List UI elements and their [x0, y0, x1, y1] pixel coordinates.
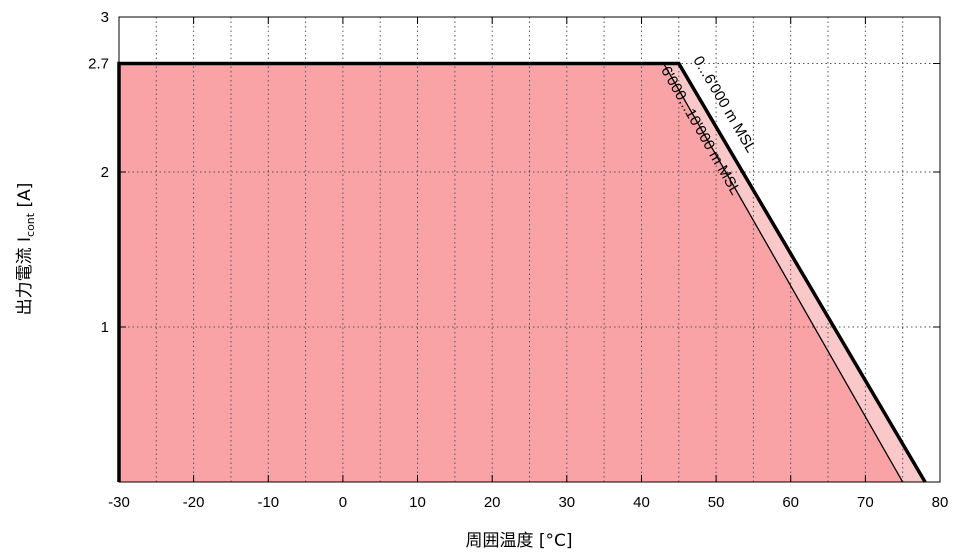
x-tick-label: -10 — [257, 494, 279, 511]
y-tick-label: 2.7 — [88, 56, 109, 73]
area-fills — [119, 63, 926, 482]
y-tick-label: 1 — [101, 319, 109, 336]
x-tick-label: -20 — [183, 494, 205, 511]
y-axis-title-unit: [A] — [15, 183, 35, 213]
x-axis-title: 周囲温度 [°C] — [465, 531, 572, 551]
x-tick-label: -30 — [108, 494, 130, 511]
y-axis-title-subscript: cont — [24, 212, 37, 237]
grid-lines — [119, 17, 940, 482]
y-tick-label: 2 — [101, 164, 109, 181]
x-tick-label: 60 — [782, 494, 799, 511]
y-axis-title-main: 出力電流 I — [15, 237, 35, 315]
x-tick-label: 80 — [932, 494, 949, 511]
y-tick-label: 3 — [101, 9, 109, 26]
x-tick-label: 30 — [558, 494, 575, 511]
plot-frame — [118, 16, 941, 483]
x-tick-label: 50 — [708, 494, 725, 511]
x-tick-label: 0 — [339, 494, 347, 511]
x-tick-label: 10 — [409, 494, 426, 511]
series-area-1 — [119, 63, 903, 482]
y-axis-title: 出力電流 Icont [A] — [15, 183, 37, 316]
x-tick-label: 20 — [484, 494, 501, 511]
axis-ticks: -30 -20 -10 0 10 20 30 40 50 60 70 80 1 2 2.7 3 — [88, 9, 948, 511]
x-tick-label: 40 — [633, 494, 650, 511]
x-tick-label: 70 — [857, 494, 874, 511]
